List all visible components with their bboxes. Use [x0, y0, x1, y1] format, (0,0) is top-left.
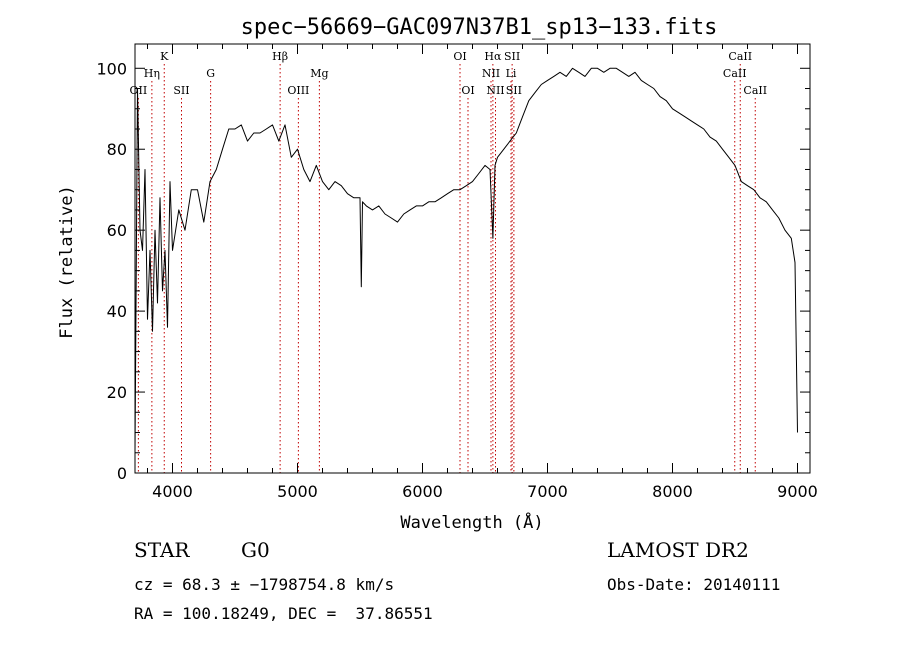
- spectral-line-label: CaII: [723, 67, 747, 80]
- survey-name: LAMOST DR2: [607, 538, 749, 562]
- y-tick-label: 40: [107, 302, 127, 321]
- object-class: STAR: [134, 538, 190, 562]
- y-tick-label: 80: [107, 140, 127, 159]
- spectral-line-label: G: [206, 67, 215, 80]
- x-tick-label: 9000: [777, 482, 818, 501]
- spectral-line-label: OII: [130, 84, 148, 97]
- x-axis-label: Wavelength (Å): [400, 511, 543, 533]
- y-axis-label: Flux (relative): [57, 185, 77, 339]
- spectral-line-label: Hα: [484, 50, 502, 63]
- y-tick-label: 20: [107, 383, 127, 402]
- y-tick-label: 60: [107, 221, 127, 240]
- x-tick-label: 4000: [152, 482, 193, 501]
- spectral-line-label: Hβ: [272, 50, 288, 63]
- chart-title: spec−56669−GAC097N37B1_sp13−133.fits: [241, 15, 718, 40]
- spectral-line-label: SII: [504, 50, 520, 63]
- spectral-line-label: CaII: [728, 50, 752, 63]
- spectral-line-label: Li: [506, 67, 517, 80]
- plot-frame: [134, 43, 811, 474]
- spectral-line-label: OI: [453, 50, 466, 63]
- spectral-line-label: CaII: [743, 84, 767, 97]
- spectral-line-markers: OIIHηKSIIGHβOIIIMgOIOIHαNIINIISIILiSIICa…: [130, 50, 767, 473]
- spectral-line-label: OIII: [287, 84, 309, 97]
- spectral-line-label: NII: [482, 67, 500, 80]
- x-tick-label: 6000: [402, 482, 443, 501]
- obs-date: Obs-Date: 20140111: [607, 575, 781, 594]
- spectral-line-label: K: [160, 50, 169, 63]
- spectral-line-label: SII: [506, 84, 522, 97]
- spectral-line-label: SII: [173, 84, 189, 97]
- series-layer: [134, 67, 798, 453]
- x-tick-label: 5000: [277, 482, 318, 501]
- spectrum-line: [134, 67, 798, 453]
- y-tick-label: 0: [117, 464, 127, 483]
- spectral-line-label: NII: [486, 84, 504, 97]
- y-tick-label: 100: [96, 59, 127, 78]
- x-tick-label: 8000: [652, 482, 693, 501]
- coordinates: RA = 100.18249, DEC = 37.86551: [134, 604, 433, 623]
- axis-ticks: 4000 5000 6000 7000 8000 9000 0 20 40 60 80 100: [96, 44, 818, 501]
- redshift-line: cz = 68.3 ± −1798754.8 km/s: [134, 575, 395, 594]
- object-subclass: G0: [241, 538, 270, 562]
- spectral-line-label: OI: [461, 84, 474, 97]
- spectral-line-label: Mg: [310, 67, 328, 80]
- x-tick-label: 7000: [527, 482, 568, 501]
- spectral-line-label: Hη: [144, 67, 160, 80]
